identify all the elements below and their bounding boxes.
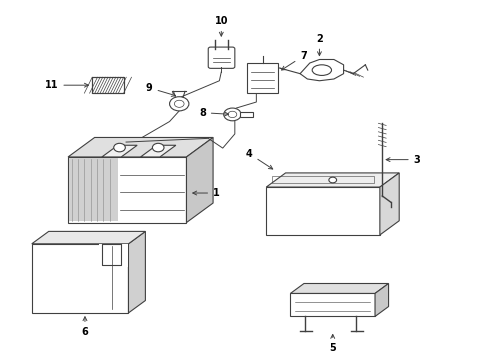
Text: 5: 5 — [329, 334, 335, 353]
Polygon shape — [140, 145, 176, 157]
Text: 3: 3 — [386, 154, 420, 165]
Polygon shape — [186, 138, 213, 222]
Text: 2: 2 — [315, 33, 322, 56]
Bar — [32, 244, 128, 313]
Polygon shape — [32, 231, 145, 244]
Text: 1: 1 — [192, 188, 220, 198]
Circle shape — [114, 143, 125, 152]
Bar — [92, 77, 123, 93]
Polygon shape — [374, 283, 388, 316]
Bar — [239, 112, 253, 117]
FancyBboxPatch shape — [208, 47, 234, 68]
Circle shape — [169, 97, 188, 111]
Text: 10: 10 — [214, 16, 227, 36]
Bar — [69, 158, 118, 221]
Bar — [265, 187, 379, 235]
Circle shape — [227, 111, 236, 118]
Polygon shape — [102, 145, 137, 157]
Polygon shape — [128, 231, 145, 313]
Polygon shape — [290, 283, 388, 293]
Polygon shape — [99, 244, 128, 267]
Circle shape — [223, 108, 241, 121]
Polygon shape — [68, 138, 213, 157]
Text: 8: 8 — [199, 108, 228, 118]
Text: 4: 4 — [245, 149, 272, 169]
Bar — [68, 157, 186, 222]
Bar — [92, 77, 123, 93]
Text: 9: 9 — [145, 83, 175, 96]
Bar — [290, 293, 374, 316]
Bar — [246, 63, 278, 93]
Circle shape — [174, 100, 183, 107]
Text: 11: 11 — [45, 80, 88, 90]
Bar — [271, 176, 373, 183]
Text: 6: 6 — [81, 317, 88, 337]
Polygon shape — [265, 173, 398, 187]
Text: 7: 7 — [281, 51, 306, 70]
Polygon shape — [379, 173, 398, 235]
Circle shape — [152, 143, 163, 152]
Circle shape — [328, 177, 336, 183]
